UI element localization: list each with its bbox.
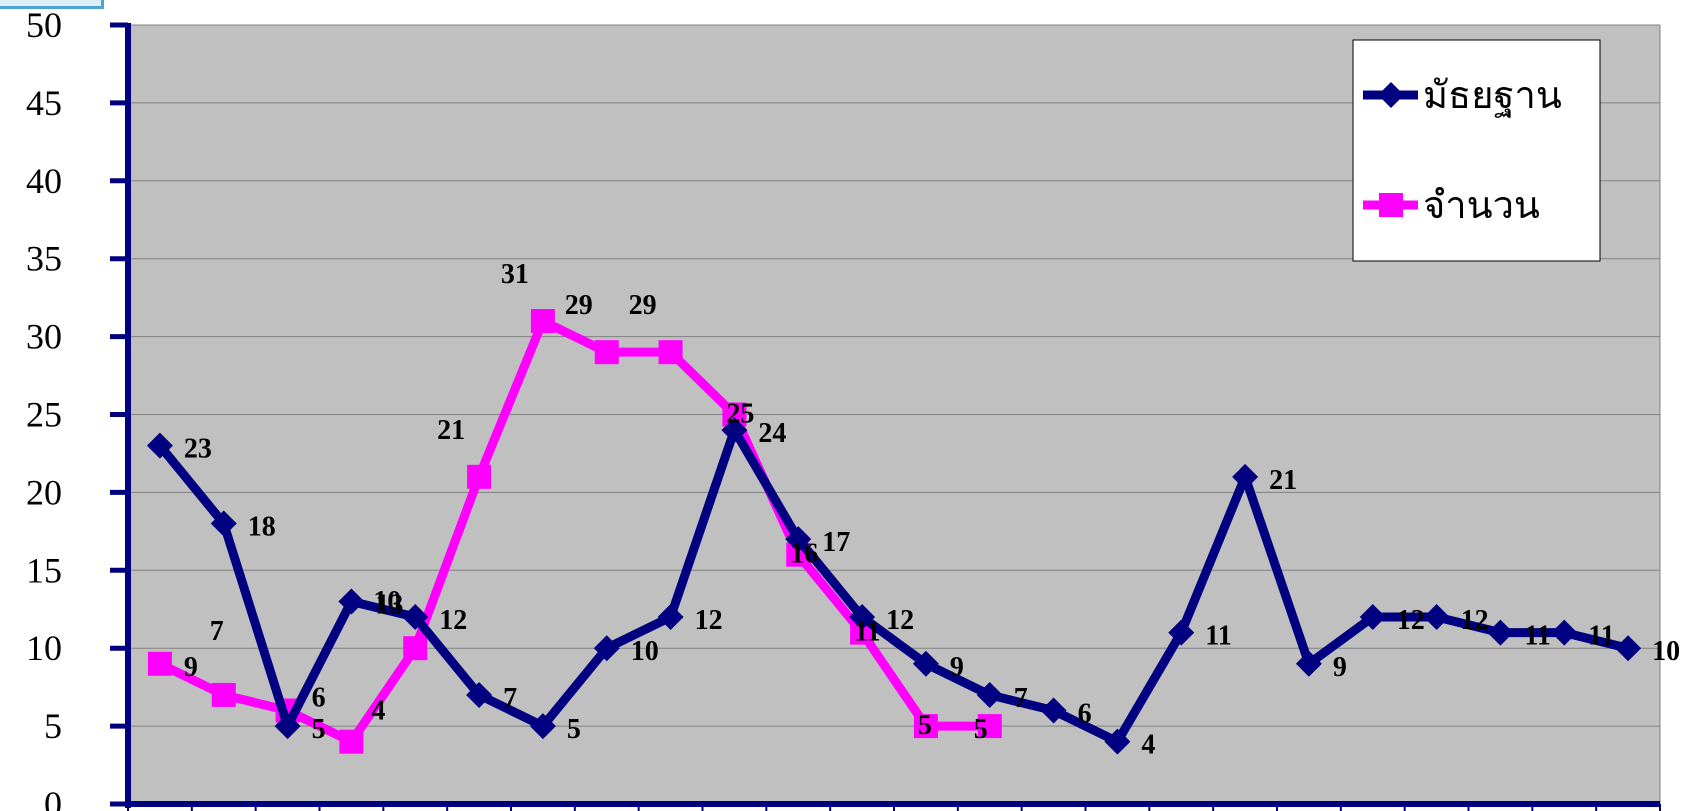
data-point <box>529 713 556 740</box>
data-label: 21 <box>1269 465 1297 496</box>
data-point <box>1615 635 1642 662</box>
data-point <box>1359 604 1386 631</box>
data-point <box>1295 650 1322 677</box>
data-label: 12 <box>1397 605 1425 636</box>
y-tick-label: 50 <box>26 5 62 45</box>
data-point <box>1423 604 1450 631</box>
legend-swatch-marker <box>1378 82 1404 108</box>
data-label: 5 <box>974 714 988 745</box>
data-label: 18 <box>248 512 276 543</box>
data-label: 11 <box>1524 621 1550 652</box>
data-point <box>403 636 428 661</box>
data-point <box>721 417 748 444</box>
data-label: 5 <box>918 710 932 741</box>
data-point <box>146 432 173 459</box>
data-point <box>466 681 493 708</box>
data-label: 6 <box>1078 699 1092 730</box>
data-point <box>402 604 429 631</box>
data-point <box>658 340 683 365</box>
data-label: 29 <box>565 290 593 321</box>
data-point <box>593 635 620 662</box>
data-point <box>976 681 1003 708</box>
data-label: 24 <box>758 418 786 449</box>
legend-label: มัธยฐาน <box>1423 73 1562 118</box>
data-point <box>467 464 492 489</box>
data-point <box>1232 463 1259 490</box>
y-tick-label: 0 <box>44 784 62 811</box>
data-label: 23 <box>184 434 212 465</box>
y-tick-label: 30 <box>26 317 62 357</box>
data-point <box>1168 619 1195 646</box>
data-point <box>912 650 939 677</box>
data-point <box>211 682 236 707</box>
data-point <box>338 588 365 615</box>
data-point <box>1104 728 1131 755</box>
legend-swatch-marker <box>1379 193 1403 217</box>
data-label: 10 <box>1652 636 1680 667</box>
data-label: 11 <box>1205 621 1231 652</box>
data-label: 10 <box>631 636 659 667</box>
data-point <box>1551 619 1578 646</box>
data-point <box>977 714 1002 739</box>
data-label: 13 <box>375 589 403 620</box>
data-label: 11 <box>854 617 880 648</box>
y-tick-label: 5 <box>44 706 62 746</box>
data-label: 7 <box>210 616 224 647</box>
data-label: 25 <box>726 399 754 430</box>
corner-tab <box>0 0 104 9</box>
data-label: 11 <box>1588 621 1614 652</box>
data-label: 4 <box>371 696 385 727</box>
data-label: 29 <box>629 290 657 321</box>
data-label: 17 <box>822 527 850 558</box>
data-label: 12 <box>439 605 467 636</box>
data-label: 5 <box>567 714 581 745</box>
legend-box <box>1352 39 1601 262</box>
data-point <box>785 526 812 553</box>
data-point <box>147 651 172 676</box>
data-point <box>594 340 619 365</box>
data-label: 7 <box>1014 683 1028 714</box>
data-label: 5 <box>312 714 326 745</box>
data-point <box>339 729 364 754</box>
data-label: 12 <box>1461 605 1489 636</box>
y-tick-label: 20 <box>26 472 62 512</box>
data-label: 7 <box>503 683 517 714</box>
data-label: 6 <box>312 683 326 714</box>
data-label: 9 <box>1333 652 1347 683</box>
data-label: 31 <box>501 259 529 290</box>
data-label: 9 <box>950 652 964 683</box>
y-tick-label: 10 <box>26 628 62 668</box>
data-point <box>530 309 555 334</box>
data-point <box>849 604 876 631</box>
data-point <box>274 713 301 740</box>
data-point <box>913 714 938 739</box>
data-point <box>657 604 684 631</box>
series-group <box>146 309 1642 755</box>
y-tick-label: 35 <box>26 239 62 279</box>
data-point <box>210 510 237 537</box>
data-label: 16 <box>790 539 818 570</box>
data-label: 9 <box>184 652 198 683</box>
legend-label: จำนวน <box>1423 183 1540 227</box>
data-label: 12 <box>886 605 914 636</box>
y-tick-label: 25 <box>26 395 62 435</box>
data-label: 10 <box>373 586 401 617</box>
data-point <box>1040 697 1067 724</box>
data-label: 21 <box>437 415 465 446</box>
y-tick-label: 40 <box>26 161 62 201</box>
y-tick-label: 15 <box>26 550 62 590</box>
data-label: 4 <box>1141 730 1155 761</box>
data-label: 12 <box>695 605 723 636</box>
y-tick-label: 45 <box>26 83 62 123</box>
data-point <box>1487 619 1514 646</box>
